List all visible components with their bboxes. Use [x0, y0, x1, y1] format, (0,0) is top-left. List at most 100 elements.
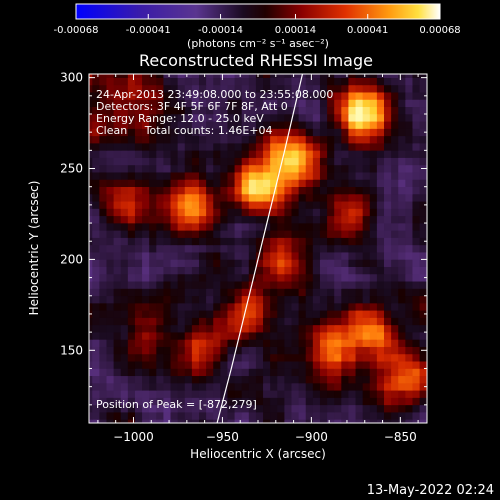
heatmap-cell	[206, 179, 214, 187]
heatmap-cell	[99, 411, 108, 420]
heatmap-cell	[213, 200, 221, 209]
heatmap-cell	[163, 259, 172, 267]
heatmap-cell	[127, 324, 136, 333]
heatmap-cell	[191, 164, 200, 173]
heatmap-cell	[206, 382, 214, 391]
heatmap-cell	[341, 215, 350, 224]
heatmap-cell	[99, 368, 108, 377]
heatmap-cell	[412, 368, 421, 377]
heatmap-cell	[284, 179, 293, 187]
heatmap-cell	[89, 317, 93, 326]
heatmap-cell	[362, 77, 371, 86]
heatmap-cell	[156, 397, 165, 406]
heatmap-cell	[255, 193, 264, 202]
heatmap-cell	[405, 295, 414, 304]
heatmap-cell	[248, 135, 257, 144]
heatmap-cell	[291, 280, 300, 289]
heatmap-cell	[106, 244, 115, 253]
heatmap-cell	[284, 302, 293, 311]
heatmap-cell	[113, 237, 122, 246]
heatmap-cell	[142, 353, 150, 362]
heatmap-cell	[191, 157, 200, 166]
heatmap-cell	[177, 150, 186, 158]
heatmap-cell	[391, 382, 399, 391]
heatmap-cell	[227, 295, 236, 304]
heatmap-cell	[355, 324, 364, 333]
heatmap-cell	[362, 150, 371, 158]
heatmap-cell	[369, 368, 378, 377]
heatmap-cell	[134, 295, 143, 304]
heatmap-cell	[405, 193, 414, 202]
heatmap-cell	[198, 368, 207, 377]
heatmap-cell	[156, 179, 165, 187]
heatmap-cell	[106, 368, 115, 377]
heatmap-cell	[277, 302, 285, 311]
heatmap-cell	[89, 99, 93, 108]
heatmap-cell	[263, 411, 271, 420]
heatmap-cell	[412, 230, 421, 238]
heatmap-cell	[99, 251, 108, 260]
heatmap-cell	[89, 397, 93, 406]
heatmap-cell	[213, 273, 221, 282]
heatmap-cell	[206, 74, 214, 78]
annotation-detectors: Detectors: 3F 4F 5F 6F 7F 8F, Att 0	[96, 100, 288, 113]
heatmap-cell	[327, 295, 335, 304]
heatmap-cell	[156, 171, 165, 180]
heatmap-cell	[341, 113, 350, 122]
heatmap-cell	[206, 397, 214, 406]
heatmap-cell	[177, 251, 186, 260]
heatmap-cell	[398, 331, 406, 340]
heatmap-cell	[277, 208, 285, 217]
heatmap-cell	[405, 84, 414, 93]
heatmap-cell	[298, 193, 307, 202]
heatmap-cell	[405, 317, 414, 326]
heatmap-cell	[241, 128, 250, 137]
heatmap-cell	[341, 186, 350, 195]
heatmap-cell	[241, 215, 250, 224]
heatmap-cell	[348, 411, 357, 420]
heatmap-cell	[89, 266, 93, 275]
heatmap-cell	[327, 317, 335, 326]
heatmap-cell	[426, 193, 427, 202]
heatmap-cell	[291, 382, 300, 391]
heatmap-cell	[362, 397, 371, 406]
heatmap-cell	[391, 106, 399, 115]
heatmap-cell	[248, 404, 257, 413]
heatmap-cell	[120, 288, 129, 297]
heatmap-cell	[369, 179, 378, 187]
heatmap-cell	[355, 120, 364, 129]
heatmap-cell	[305, 230, 314, 238]
heatmap-cell	[255, 346, 264, 355]
heatmap-cell	[369, 135, 378, 144]
heatmap-cell	[134, 150, 143, 158]
heatmap-cell	[412, 222, 421, 231]
heatmap-cell	[391, 200, 399, 209]
heatmap-cell	[398, 288, 406, 297]
heatmap-cell	[412, 259, 421, 267]
heatmap-cell	[405, 106, 414, 115]
heatmap-cell	[312, 113, 321, 122]
heatmap-cell	[426, 128, 427, 137]
heatmap-cell	[376, 244, 385, 253]
heatmap-cell	[113, 324, 122, 333]
heatmap-cell	[213, 230, 221, 238]
heatmap-cell	[305, 150, 314, 158]
heatmap-cell	[419, 208, 427, 217]
heatmap-cell	[398, 164, 406, 173]
heatmap-cell	[106, 397, 115, 406]
heatmap-cell	[99, 171, 108, 180]
heatmap-cell	[106, 74, 115, 78]
heatmap-cell	[248, 157, 257, 166]
heatmap-cell	[134, 419, 143, 423]
heatmap-cell	[170, 295, 179, 304]
heatmap-cell	[398, 142, 406, 151]
heatmap-cell	[426, 106, 427, 115]
heatmap-cell	[142, 273, 150, 282]
heatmap-cell	[348, 389, 357, 398]
heatmap-cell	[305, 120, 314, 129]
heatmap-cell	[312, 157, 321, 166]
heatmap-cell	[213, 389, 221, 398]
heatmap-cell	[156, 375, 165, 384]
heatmap-cell	[234, 295, 243, 304]
heatmap-cell	[206, 142, 214, 151]
